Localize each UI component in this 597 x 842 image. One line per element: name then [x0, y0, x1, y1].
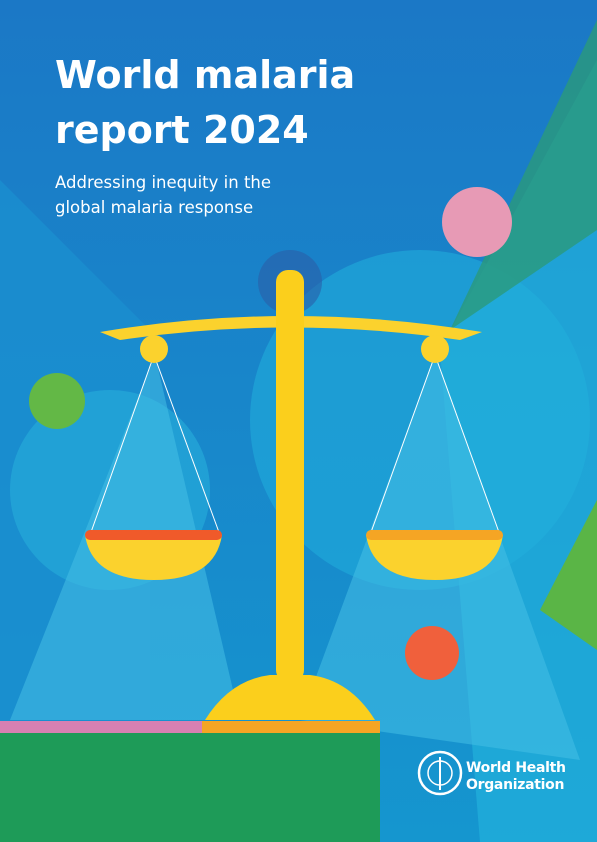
title: World malaria report 2024 Addressing ine… [55, 53, 355, 217]
publisher-line: Organization [466, 777, 564, 793]
scale-illustration [85, 250, 503, 720]
title-line: World malaria [55, 53, 355, 97]
title-line: report 2024 [55, 108, 309, 152]
who-logo: World Health Organization [417, 750, 566, 796]
subtitle-line: global malaria response [55, 198, 253, 217]
subtitle-line: Addressing inequity in the [55, 173, 271, 192]
publisher-line: World Health [466, 760, 566, 776]
